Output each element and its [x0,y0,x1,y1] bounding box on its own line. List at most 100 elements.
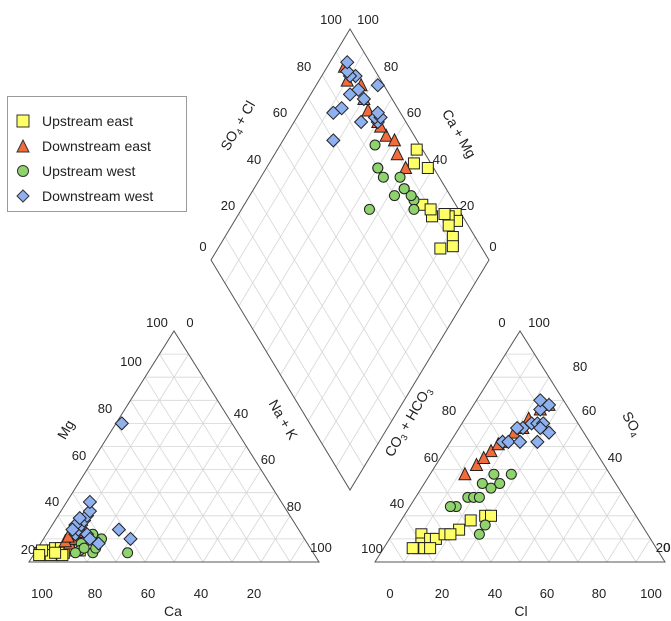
legend-label: Downstream east [42,138,151,154]
anion-left-tick-label: 80 [442,403,456,418]
cation-left-top-tick-label: 100 [146,315,168,330]
anion-point-upstream-west [445,502,455,512]
anion-point-upstream-west [474,529,484,539]
diamond-point-upstream-east [408,158,419,169]
diamond-right-tick-label: 60 [407,105,421,120]
cation-left-tick-label: 100 [120,354,142,369]
anion-point-upstream-west [495,478,505,488]
anion-grid-left-diag [520,447,593,563]
diamond-point-upstream-west [378,172,388,182]
cation-point-downstream-west [83,495,96,508]
cation-bottom-tick-label: 80 [88,586,102,601]
diamond-point-downstream-west [371,79,384,92]
cation-left-tick-label: 20 [21,542,35,557]
cation-right-tick-label: 100 [310,540,332,555]
legend-square-marker [16,114,30,128]
cation-bottom-tick-label: 20 [247,586,261,601]
cation-right-tick-label: 80 [287,499,301,514]
diamond-point-upstream-west [399,184,409,194]
cation-grid-left-diag [232,493,276,562]
anion-left-tick-label: 60 [424,450,438,465]
anion-right-tick-label: 0 [663,540,670,555]
anion-right-label-so: SO [619,409,643,435]
diamond-left-tick-label: 0 [199,239,206,254]
cation-bottom-tick-label: 40 [194,586,208,601]
anion-bottom-tick-label: 40 [488,586,502,601]
anion-left-tick-label: 100 [361,541,383,556]
anion-point-upstream-east [465,515,476,526]
cation-right-axis-label: Na + K [266,397,302,443]
anion-bottom-axis-label: Cl [514,603,527,619]
legend-label: Upstream east [42,113,133,129]
diamond-left-tick-label: 100 [320,12,342,27]
cation-grid-left-diag [290,539,305,562]
diamond-point-upstream-east [411,144,422,155]
cation-point-upstream-west [79,543,89,553]
diamond-point-upstream-west [395,172,405,182]
cation-left-tick-label: 80 [98,401,112,416]
cation-point-downstream-west [112,523,125,536]
anion-bottom-tick-label: 60 [540,586,554,601]
legend-item-upstream-west: Upstream west [16,160,135,182]
legend-diamond-marker [16,189,30,203]
legend-item-upstream-east: Upstream east [16,110,133,132]
anion-point-upstream-west [506,469,516,479]
cation-right-tick-label: 40 [234,406,248,421]
cation-left-tick-label: 60 [72,448,86,463]
legend-circle-marker [16,164,30,178]
anion-point-upstream-west [480,520,490,530]
anion-grid-left-diag [578,493,622,562]
anion-bottom-tick-label: 80 [592,586,606,601]
anion-point-upstream-east [407,543,418,554]
cation-right-tick-label: 0 [186,315,193,330]
legend-label: Upstream west [42,163,135,179]
cation-left-axis-label: Mg [54,417,78,442]
diamond-point-upstream-east [447,241,458,252]
diamond-right-tick-label: 100 [357,12,379,27]
cation-point-downstream-west [115,417,128,430]
diamond-right-tick-label: 80 [384,59,398,74]
anion-bottom-tick-label: 100 [640,586,662,601]
cation-bottom-tick-label: 100 [31,586,53,601]
anion-grid-left-diag [636,539,651,562]
diamond-point-upstream-west [373,163,383,173]
diamond-left-tick-label: 40 [247,152,261,167]
cation-grid-right-diag [131,400,233,562]
anion-top-right-tick-label: 100 [528,315,550,330]
anion-bottom-tick-label: 0 [386,586,393,601]
cation-point-upstream-west [123,548,133,558]
chart-legend: Upstream east Downstream east Upstream w… [7,96,187,212]
anion-point-upstream-east [486,510,497,521]
anion-point-upstream-west [477,478,487,488]
anion-bottom-tick-label: 20 [435,586,449,601]
legend-triangle-marker [16,139,30,153]
cation-point-upstream-east [34,550,45,561]
diamond-left-tick-label: 20 [221,198,235,213]
diamond-point-upstream-east [425,204,436,215]
cation-right-tick-label: 60 [261,452,275,467]
legend-item-downstream-west: Downstream west [16,185,153,207]
diamond-point-downstream-west [355,116,368,129]
diamond-point-upstream-west [370,140,380,150]
anion-point-upstream-west [474,492,484,502]
cation-point-upstream-east [50,547,61,558]
cation-point-downstream-west [124,532,137,545]
anion-left-label-plus-hco: + HCO [394,388,431,437]
cation-left-tick-label: 40 [45,494,59,509]
anion-right-extra-tick-label: 80 [573,359,587,374]
diamond-point-upstream-east [443,220,454,231]
diamond-point-upstream-east [422,163,433,174]
cation-grid-right-diag [102,447,175,563]
diamond-point-upstream-east [435,243,446,254]
diamond-point-upstream-west [389,191,399,201]
diamond-right-tick-label: 20 [460,198,474,213]
cation-bottom-axis-label: Ca [164,603,182,619]
diamond-left-tick-label: 80 [297,59,311,74]
anion-point-upstream-east [425,543,436,554]
diamond-point-downstream-west [327,134,340,147]
diamond-right-tick-label: 0 [489,239,496,254]
cation-grid-left-diag [174,447,247,563]
anion-left-axis-label: CO3 + HCO3 [381,384,436,461]
diamond-left-tick-label: 60 [273,105,287,120]
